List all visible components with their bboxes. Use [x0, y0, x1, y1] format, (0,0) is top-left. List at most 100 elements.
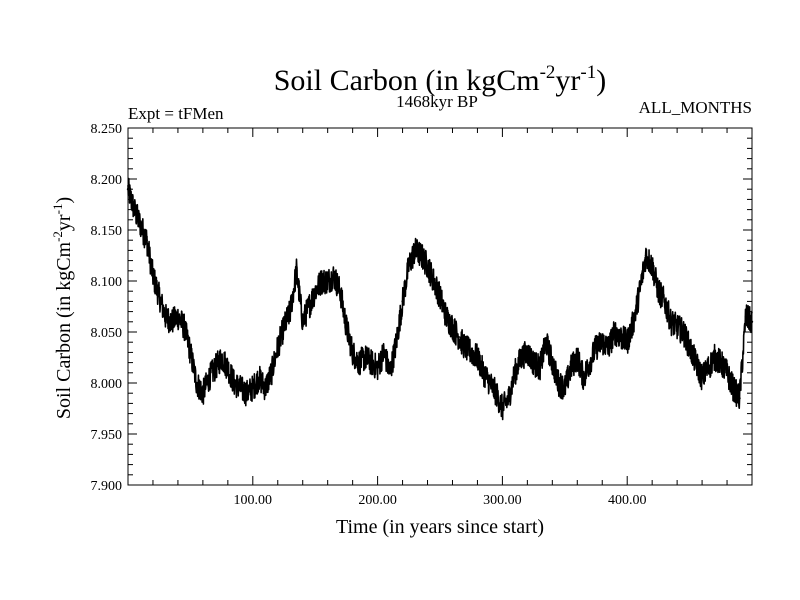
data-point — [632, 320, 635, 323]
series-line-soil-carbon — [127, 177, 753, 421]
data-point — [395, 341, 398, 344]
data-point — [139, 223, 142, 227]
x-tick-label: 100.00 — [234, 493, 273, 508]
data-point — [376, 366, 379, 369]
data-point — [725, 371, 729, 374]
subtitle-period: 1468kyr BP — [396, 92, 478, 111]
data-point — [470, 351, 473, 354]
data-point — [588, 361, 591, 364]
x-axis-label: Time (in years since start) — [336, 516, 544, 538]
data-point — [688, 346, 691, 349]
data-point — [214, 366, 217, 369]
chart-title-exponent-2: -1 — [580, 62, 596, 83]
data-point — [601, 341, 604, 344]
data-point — [451, 325, 454, 329]
data-point — [750, 320, 754, 323]
data-point — [158, 295, 161, 298]
data-point — [719, 361, 722, 364]
data-point — [320, 279, 323, 283]
data-point — [563, 386, 566, 390]
data-point — [457, 335, 460, 339]
data-point — [694, 361, 698, 364]
data-point — [420, 254, 423, 257]
data-point — [557, 381, 560, 385]
data-point — [351, 351, 354, 354]
data-point — [189, 351, 192, 354]
data-point — [544, 341, 548, 344]
data-point — [357, 361, 361, 364]
subtitle-months: ALL_MONTHS — [639, 98, 752, 117]
data-point — [582, 376, 585, 380]
data-point — [382, 351, 386, 354]
data-point — [220, 356, 223, 359]
data-point — [494, 392, 498, 395]
y-axis-label-exponent-1: -2 — [50, 231, 65, 242]
y-tick-label: 8.100 — [91, 275, 123, 290]
data-point — [289, 310, 292, 313]
data-point — [201, 392, 205, 395]
data-point — [569, 366, 573, 369]
data-point — [413, 249, 417, 252]
data-point — [270, 371, 273, 374]
data-point — [363, 356, 367, 359]
y-axis-label: Soil Carbon (in kgCm-2yr-1) — [50, 197, 75, 419]
data-point — [576, 356, 579, 359]
data-point — [276, 346, 279, 349]
series-layer — [126, 177, 754, 421]
data-point — [326, 279, 329, 283]
data-point — [182, 325, 186, 329]
data-point — [195, 381, 198, 385]
data-point — [145, 239, 148, 242]
data-point — [732, 386, 735, 390]
data-point — [282, 325, 286, 329]
data-point — [713, 356, 716, 359]
data-point — [519, 356, 523, 359]
data-point — [257, 376, 261, 380]
chart-title-exponent-1: -2 — [540, 62, 556, 83]
data-point — [239, 386, 242, 390]
data-point — [251, 386, 254, 390]
data-point — [301, 320, 304, 323]
data-point — [295, 269, 298, 272]
data-point — [607, 346, 610, 349]
y-tick-label: 7.950 — [91, 428, 123, 443]
data-point — [501, 407, 504, 410]
data-point — [264, 386, 267, 390]
data-point — [232, 381, 236, 385]
data-point — [332, 274, 336, 278]
y-tick-label: 7.900 — [91, 479, 123, 494]
chart-title: Soil Carbon (in kgCm-2yr-1) — [274, 62, 607, 97]
data-point — [226, 366, 230, 369]
data-point — [488, 381, 492, 385]
data-point — [407, 264, 410, 267]
data-point — [638, 290, 641, 293]
data-point — [126, 188, 130, 191]
x-axis-ticks: 100.00 200.00 300.00 400.00 — [152, 128, 728, 508]
data-point — [644, 254, 648, 257]
data-point — [314, 290, 317, 293]
plot-frame — [127, 127, 753, 486]
data-point — [669, 320, 673, 323]
data-point — [657, 290, 660, 293]
data-point — [151, 274, 155, 278]
data-point — [338, 290, 342, 293]
data-point — [626, 341, 629, 344]
data-point — [619, 335, 623, 339]
data-point — [594, 346, 598, 349]
data-point — [438, 295, 442, 298]
data-point — [675, 325, 679, 329]
data-point — [707, 366, 710, 369]
data-point — [176, 315, 180, 318]
data-point — [445, 315, 448, 318]
data-point — [207, 376, 211, 380]
chart-title-mid: yr — [555, 64, 580, 97]
data-point — [307, 305, 311, 308]
y-axis-label-exponent-2: -1 — [50, 204, 65, 215]
data-point — [170, 320, 173, 323]
data-point — [538, 366, 542, 369]
data-point — [682, 330, 685, 334]
x-tick-label: 200.00 — [358, 493, 397, 508]
data-point — [432, 279, 435, 283]
data-point — [551, 361, 554, 364]
